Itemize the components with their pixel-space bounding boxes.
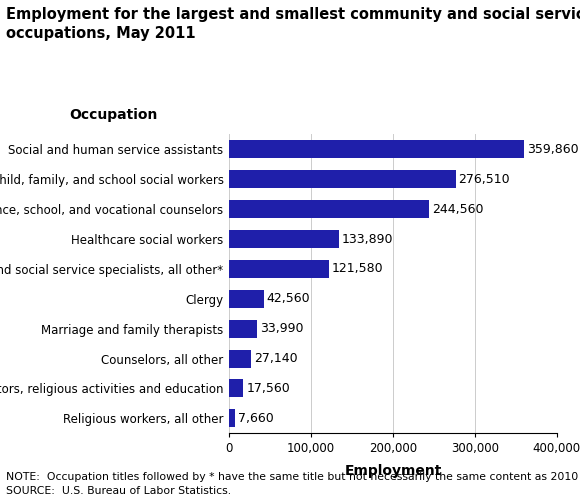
Text: NOTE:  Occupation titles followed by * have the same title but not necessarily t: NOTE: Occupation titles followed by * ha… — [6, 472, 580, 496]
Text: 17,560: 17,560 — [246, 382, 290, 395]
Text: 244,560: 244,560 — [432, 203, 484, 216]
Text: 276,510: 276,510 — [459, 173, 510, 186]
Text: 27,140: 27,140 — [254, 352, 298, 365]
Bar — [229, 379, 244, 397]
Bar — [229, 260, 329, 278]
X-axis label: Employment: Employment — [345, 464, 441, 478]
Text: 121,580: 121,580 — [332, 262, 383, 275]
Text: Employment for the largest and smallest community and social services
occupation: Employment for the largest and smallest … — [6, 7, 580, 41]
Text: Occupation: Occupation — [69, 108, 157, 122]
Text: 7,660: 7,660 — [238, 412, 274, 425]
Bar — [229, 230, 339, 248]
Bar — [229, 350, 251, 368]
Bar — [229, 320, 257, 338]
Text: 42,560: 42,560 — [267, 292, 310, 305]
Bar — [229, 290, 264, 308]
Bar — [229, 170, 456, 188]
Bar — [229, 140, 524, 158]
Text: 359,860: 359,860 — [527, 143, 578, 156]
Text: 133,890: 133,890 — [342, 233, 393, 246]
Text: 33,990: 33,990 — [260, 322, 303, 335]
Bar — [229, 409, 235, 427]
Bar — [229, 200, 429, 218]
